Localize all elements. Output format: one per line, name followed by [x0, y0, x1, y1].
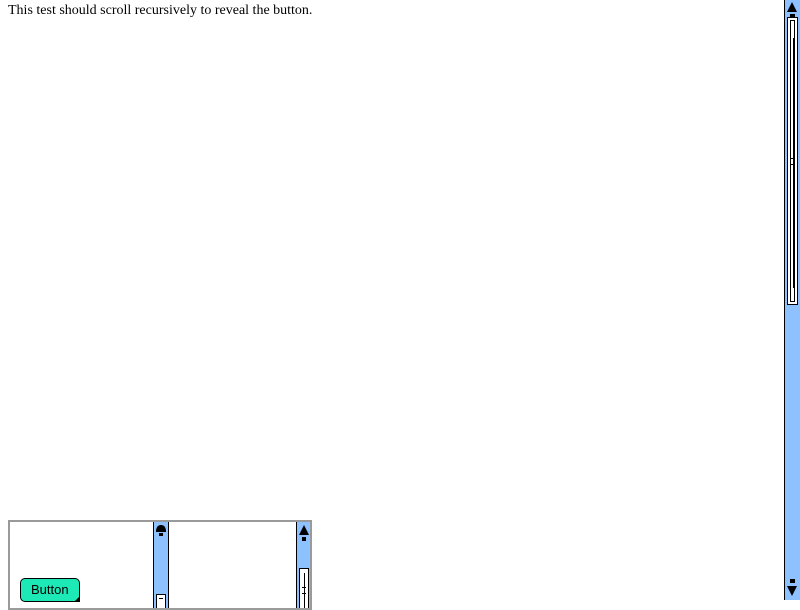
page-scroll-down-button[interactable] — [785, 578, 800, 600]
scroll-up-icon — [299, 525, 309, 541]
page-scrollbar-thumb[interactable] — [787, 17, 798, 305]
inner-scroll-up-button[interactable] — [154, 522, 168, 538]
target-button-label: Button — [31, 582, 69, 597]
outer-scrollbar-thumb[interactable] — [299, 568, 309, 608]
target-button[interactable]: Button — [20, 578, 80, 602]
scroll-up-icon — [156, 525, 166, 536]
intro-text: This test should scroll recursively to r… — [8, 3, 313, 18]
button-corner-mark — [73, 596, 80, 602]
outer-scroll-up-button[interactable] — [297, 522, 310, 542]
scroll-up-icon — [787, 2, 797, 18]
scroll-down-icon — [787, 579, 797, 596]
inner-scroll-container[interactable]: Button — [10, 522, 170, 608]
page-scroll-up-button[interactable] — [785, 0, 800, 18]
outer-scroll-container[interactable]: Button — [8, 520, 312, 610]
inner-scrollbar-thumb[interactable] — [156, 594, 166, 608]
page-vertical-scrollbar[interactable] — [784, 0, 800, 600]
inner-vertical-scrollbar[interactable] — [153, 522, 169, 608]
outer-vertical-scrollbar[interactable] — [296, 522, 310, 608]
